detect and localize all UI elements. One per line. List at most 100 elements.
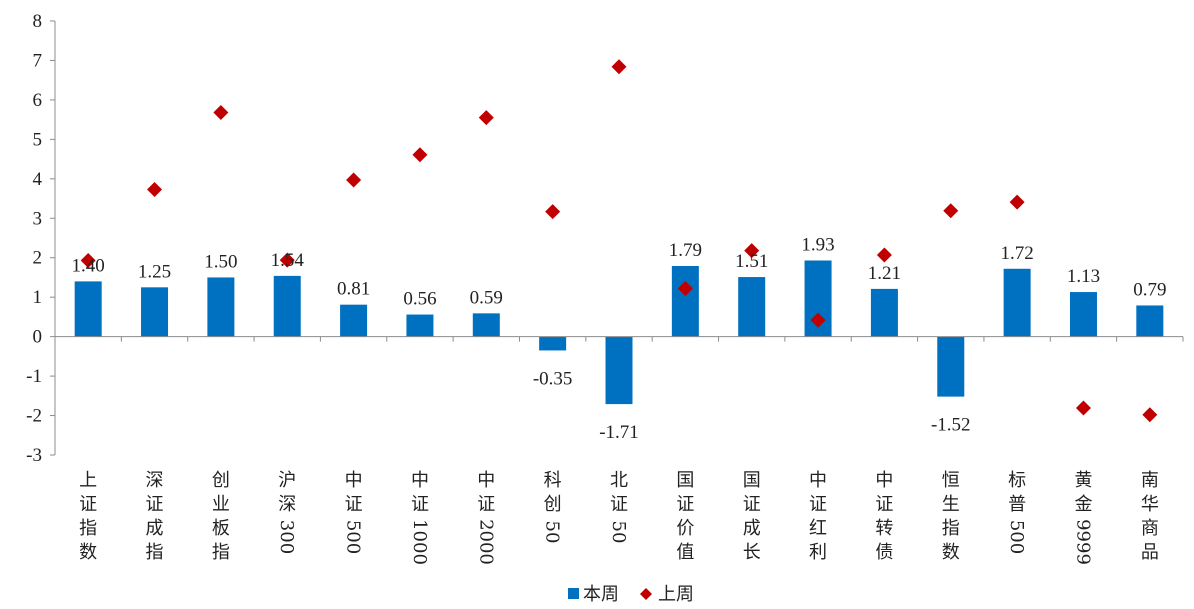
category-label-char: 生 xyxy=(942,494,960,515)
bar xyxy=(1003,268,1031,337)
category-label-char: 中 xyxy=(809,470,827,491)
category-label: 标普 500 xyxy=(1006,470,1027,554)
diamond-marker xyxy=(943,203,959,219)
y-tick-label: 6 xyxy=(33,90,43,111)
category-label-char: 恒 xyxy=(942,470,960,491)
category-label-char: 成 xyxy=(743,518,761,539)
diamond-marker xyxy=(346,172,362,188)
category-label-char: 品 xyxy=(1141,542,1159,563)
y-tick-label: 8 xyxy=(33,11,43,32)
bar xyxy=(1136,305,1164,337)
y-tick-label: -1 xyxy=(26,366,42,387)
data-labels: 1.40 1.25 1.50 1.54 0.81 0.56 0.59 -0.35 -1.71 1.… xyxy=(72,234,1167,443)
y-axis: -3 -2 -1 0 1 2 3 4 5 6 7 8 xyxy=(26,11,56,466)
category-label: 中证 2000 xyxy=(475,470,496,565)
legend-swatch-diamond xyxy=(640,588,652,600)
category-label-char: 深 xyxy=(146,470,164,491)
category-label-char: 深 xyxy=(278,494,296,515)
category-label-char: 证 xyxy=(477,494,495,515)
bar-data-label: 0.79 xyxy=(1133,279,1166,300)
bar-data-label: 1.54 xyxy=(271,250,305,271)
diamond-marker xyxy=(412,147,428,163)
bar-data-label: 1.25 xyxy=(138,261,171,282)
category-label-char: 国 xyxy=(676,470,694,491)
category-label-char: 证 xyxy=(146,494,164,515)
bar xyxy=(605,336,633,405)
diamond-marker xyxy=(213,105,229,121)
category-label-char: 数 xyxy=(79,542,97,563)
y-tick-label: 2 xyxy=(33,248,43,269)
category-label-char: 国 xyxy=(743,470,761,491)
y-tick-label: 3 xyxy=(33,208,43,229)
bar xyxy=(74,281,102,337)
legend-label-last-week: 上周 xyxy=(658,584,694,605)
bar-data-label: 1.72 xyxy=(1000,243,1033,264)
category-label-char: 证 xyxy=(743,494,761,515)
category-label-digits: 300 xyxy=(276,520,297,554)
category-label-char: 值 xyxy=(676,542,694,563)
legend: 本周 上周 xyxy=(568,584,694,605)
category-label-char: 指 xyxy=(79,518,97,539)
bar xyxy=(870,288,898,337)
category-label-digits: 50 xyxy=(542,521,563,544)
bar-data-label: 1.21 xyxy=(868,263,901,284)
diamond-marker xyxy=(545,204,561,220)
category-label-char: 证 xyxy=(610,494,628,515)
category-label-char: 证 xyxy=(875,494,893,515)
category-label-char: 价 xyxy=(676,518,694,539)
bar xyxy=(141,287,169,337)
bar xyxy=(937,336,965,397)
category-label-char: 北 xyxy=(610,470,628,491)
category-label-char: 证 xyxy=(79,494,97,515)
category-label-char: 黄 xyxy=(1074,470,1092,491)
diamond-marker xyxy=(1009,194,1025,210)
category-label-char: 利 xyxy=(809,542,827,563)
diamond-marker xyxy=(876,247,892,263)
bar-data-label: 0.81 xyxy=(337,279,370,300)
bar xyxy=(406,314,434,337)
category-label: 沪深 300 xyxy=(276,470,297,554)
x-axis xyxy=(54,336,1184,342)
category-label-char: 业 xyxy=(212,494,230,515)
y-tick-label: -3 xyxy=(26,445,42,466)
bar-data-label: 1.51 xyxy=(735,251,768,272)
bar xyxy=(273,275,301,337)
category-label-char: 普 xyxy=(1008,494,1026,515)
category-label-char: 指 xyxy=(212,542,230,563)
y-tick-label: 0 xyxy=(33,327,43,348)
bar xyxy=(472,313,500,337)
category-label-char: 华 xyxy=(1141,494,1159,515)
diamond-marker xyxy=(80,252,96,268)
bar-data-label: 0.59 xyxy=(470,287,503,308)
category-label-char: 中 xyxy=(875,470,893,491)
category-label-char: 债 xyxy=(875,542,893,563)
category-label-digits: 50 xyxy=(608,521,629,544)
category-label-char: 创 xyxy=(544,494,562,515)
y-tick-label: 7 xyxy=(33,50,43,71)
diamond-marker xyxy=(744,243,760,259)
category-label: 科创 50 xyxy=(542,470,563,543)
category-label-char: 标 xyxy=(1008,470,1026,491)
category-label-char: 沪 xyxy=(278,470,296,491)
bar-data-label: 1.13 xyxy=(1067,266,1100,287)
category-label: 中证 1000 xyxy=(409,470,430,565)
diamond-marker xyxy=(147,181,163,197)
bar xyxy=(539,336,567,351)
bar xyxy=(207,277,235,337)
category-label-char: 证 xyxy=(809,494,827,515)
diamond-marker xyxy=(611,59,627,75)
category-label-digits: 2000 xyxy=(475,519,496,565)
category-label-char: 中 xyxy=(477,470,495,491)
category-label-digits: 1000 xyxy=(409,519,430,565)
scatter-series-last-week xyxy=(80,59,1158,423)
category-label-char: 转 xyxy=(875,518,893,539)
diamond-marker xyxy=(1075,400,1091,416)
